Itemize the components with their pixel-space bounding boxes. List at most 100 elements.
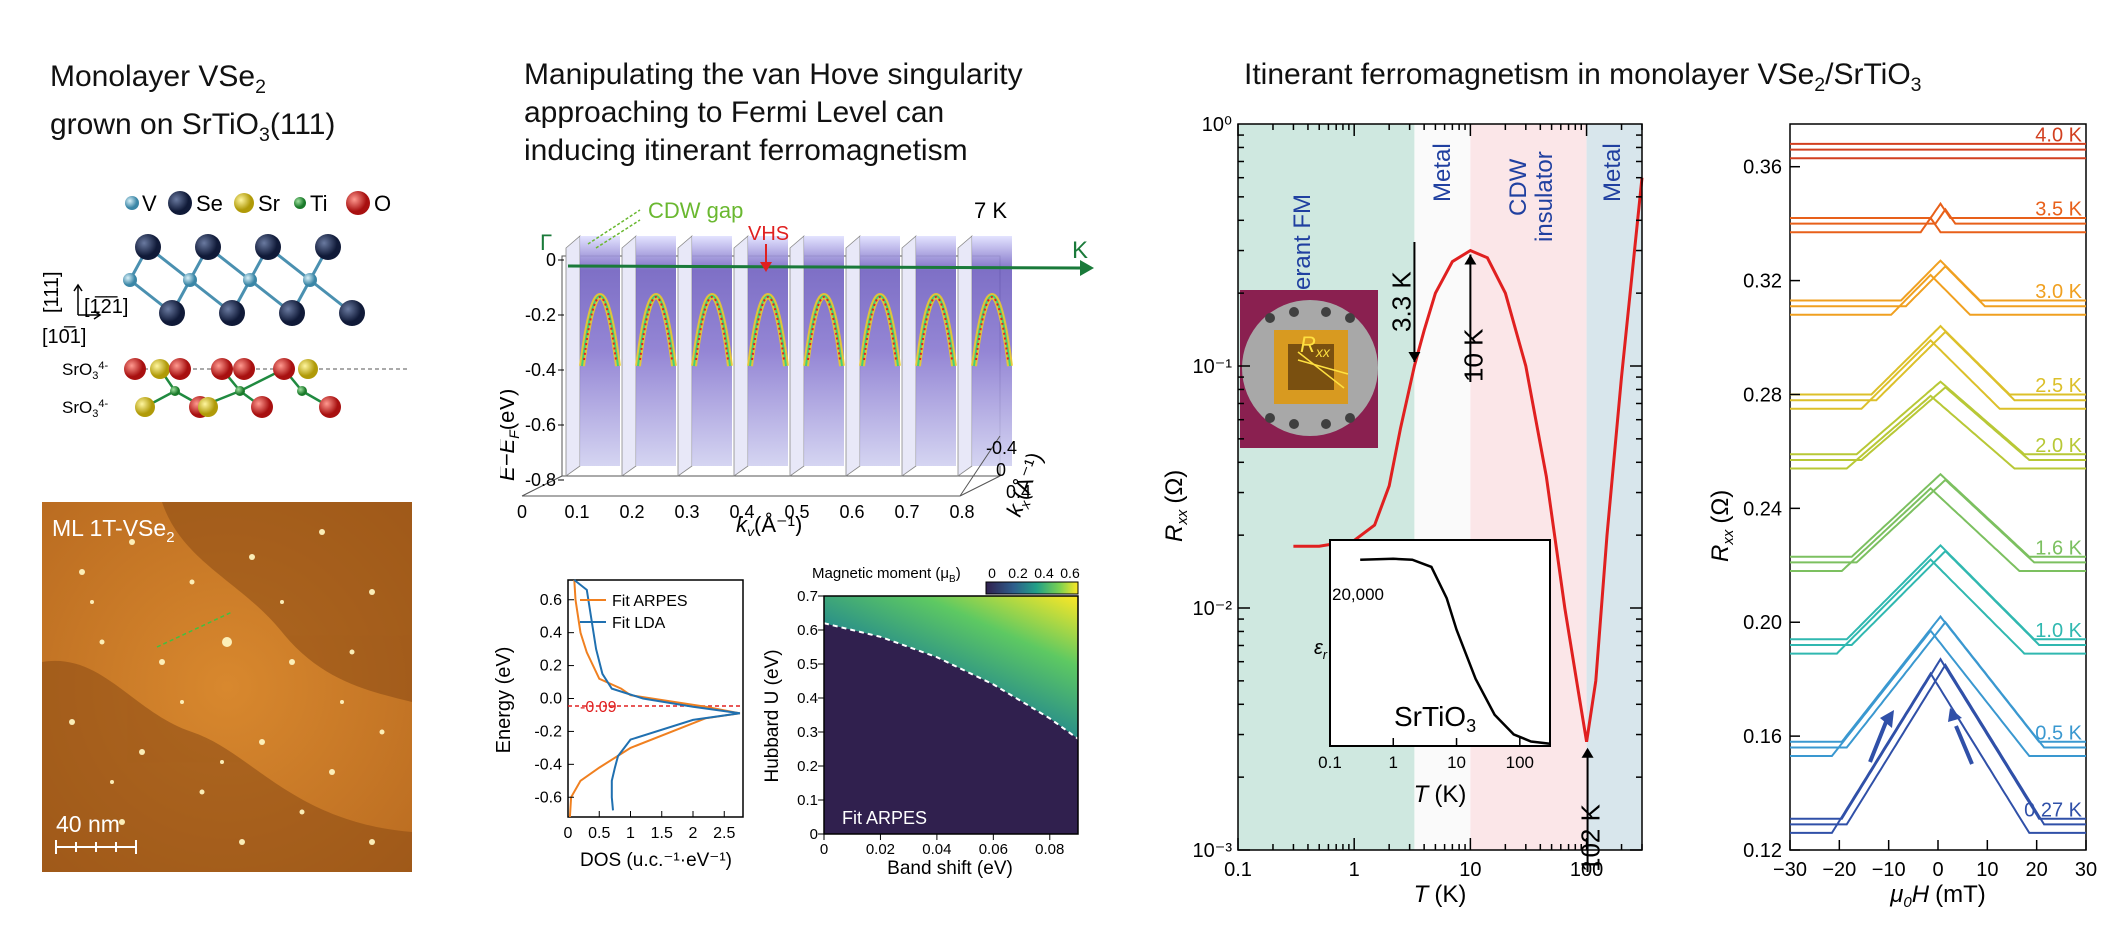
rxx-field-plot: 4.0 K 3.5 K 3.0 K 2.5 K 2.0 K 1.6 K 1.0 K 0.5 K… bbox=[1707, 123, 2097, 911]
vhs-label: VHS bbox=[748, 223, 789, 245]
crystal-structure-diagram: V Se Sr Ti O [111] [1̅2̅1] [10̅1] SrO34-… bbox=[41, 191, 410, 420]
rxx-temperature-plot: Itinerant FM Metal CDW insulator Metal R… bbox=[1161, 114, 1644, 908]
legend-sr-label: Sr bbox=[258, 191, 280, 216]
hubbard-x-ticks: 0 0.02 0.04 0.06 0.08 bbox=[820, 834, 1064, 858]
dos-y-ticks: 0.6 0.4 0.2 0.0 -0.2 -0.4 -0.6 bbox=[534, 592, 574, 806]
arpes-y-ticks: 0 -0.2 -0.4 -0.6 -0.8 bbox=[525, 250, 564, 490]
arpes-slice bbox=[677, 235, 733, 477]
dos-x-tick: 0 bbox=[564, 825, 573, 842]
ti-atoms bbox=[170, 386, 307, 396]
cbar-tick: 0.6 bbox=[1060, 565, 1080, 581]
field-x-tick: −10 bbox=[1872, 859, 1906, 881]
dos-x-tick: 1 bbox=[626, 825, 635, 842]
field-y-tick: 0.24 bbox=[1743, 498, 1782, 520]
inset-x-tick: 0.1 bbox=[1318, 753, 1342, 772]
dos-y-tick: -0.6 bbox=[534, 789, 562, 806]
annotation-102k-label: 102 K bbox=[1576, 803, 1606, 872]
cbar-ticks: 0 0.2 0.4 0.6 bbox=[988, 565, 1080, 581]
panel-b-title-line1: Manipulating the van Hove singularity bbox=[524, 58, 1023, 91]
panel-a-title-sub2: 3 bbox=[258, 124, 270, 146]
temperature-label: 7 K bbox=[974, 198, 1007, 223]
panel-a-title: Monolayer VSe2 grown on SrTiO3(111) bbox=[50, 58, 335, 154]
field-x-tick: 30 bbox=[2075, 859, 2097, 881]
rxx-x-label: T (K) bbox=[1414, 881, 1467, 908]
hubbard-y-tick: 0 bbox=[810, 826, 818, 843]
epsilon-inset: 20,000 εr SrTiO3 0.1 1 10 100 T (K) bbox=[1314, 539, 1551, 808]
field-y-tick: 0.16 bbox=[1743, 726, 1782, 748]
field-x-tick: 0 bbox=[1932, 859, 1943, 881]
arpes-x-tick: 0.3 bbox=[674, 502, 699, 522]
rxx-x-tick: 0.1 bbox=[1224, 859, 1252, 881]
se-atoms bbox=[135, 234, 365, 326]
dos-y-tick: 0.6 bbox=[540, 592, 562, 609]
region-insulator-label: insulator bbox=[1531, 151, 1558, 242]
hubbard-y-tick: 0.2 bbox=[797, 758, 818, 775]
inset-y-tick: 20,000 bbox=[1332, 585, 1384, 604]
field-curve-6 bbox=[1790, 549, 2086, 646]
field-x-tick-labels: −30 −20 −10 0 10 20 30 bbox=[1773, 859, 2097, 881]
arpes-slice bbox=[845, 235, 901, 477]
arpes-x-tick: 0.2 bbox=[619, 502, 644, 522]
cdw-gap-label: CDW gap bbox=[648, 198, 743, 223]
arpes-x-tick: 0.5 bbox=[784, 502, 809, 522]
inset-x-ticks: 0.1 1 10 100 bbox=[1318, 738, 1534, 772]
arpes-x-tick: 0.1 bbox=[564, 502, 589, 522]
field-label-7: 0.5 K bbox=[2035, 723, 2082, 745]
legend-sr-dot bbox=[234, 193, 254, 213]
panel-b-title: Manipulating the van Hove singularity ap… bbox=[524, 56, 1023, 170]
hubbard-x-tick: 0.08 bbox=[1035, 841, 1064, 858]
inset-y-label: εr bbox=[1314, 637, 1328, 662]
layer-label-2: SrO34- bbox=[62, 398, 108, 420]
field-curve-7 bbox=[1790, 614, 2086, 743]
hubbard-y-tick: 0.7 bbox=[797, 588, 818, 605]
arpes-slice bbox=[733, 235, 789, 477]
vse2-bonds bbox=[128, 245, 353, 315]
arpes-x-tick: 0.8 bbox=[949, 502, 974, 522]
axis-111-label: [111] bbox=[41, 271, 63, 313]
field-curve-4 bbox=[1790, 380, 2086, 456]
arpes-3d-plot: K Γ 7 K CDW gap VHS 0 -0.2 -0.4 -0.6 -0.8 E−… bbox=[500, 198, 1094, 536]
field-curve-2 bbox=[1790, 259, 2086, 302]
hubbard-y-tick: 0.3 bbox=[797, 724, 818, 741]
rxx-x-tick: 100 bbox=[1570, 859, 1603, 881]
field-curve-2 bbox=[1790, 273, 2086, 316]
arpes-slice bbox=[565, 235, 621, 477]
arpes-y-tick: -0.4 bbox=[525, 360, 556, 380]
dos-legend-arpes: Fit ARPES bbox=[612, 593, 688, 610]
panel-a-title-line1: Monolayer VSe bbox=[50, 60, 256, 93]
rxx-y-tick: 10⁻² bbox=[1193, 598, 1233, 620]
field-curve-6 bbox=[1790, 558, 2086, 655]
k-direction-line bbox=[567, 264, 1081, 270]
dos-marker-label: -0.09 bbox=[580, 699, 617, 716]
cbar-tick: 0 bbox=[988, 565, 996, 581]
stm-image: ML 1T-VSe2 40 nm bbox=[42, 502, 412, 872]
dos-legend: Fit ARPES Fit LDA bbox=[580, 593, 688, 632]
epsilon-curve bbox=[1360, 557, 1551, 746]
arpes-slice bbox=[901, 235, 957, 477]
region-metal-2 bbox=[1586, 124, 1642, 850]
dos-series-0 bbox=[568, 579, 741, 818]
field-label-0: 4.0 K bbox=[2035, 125, 2082, 147]
arpes-y-tick: -0.6 bbox=[525, 415, 556, 435]
field-curve-8 bbox=[1790, 657, 2086, 820]
dos-y-tick: -0.4 bbox=[534, 756, 562, 773]
inset-x-tick: 100 bbox=[1506, 753, 1534, 772]
field-label-6: 1.0 K bbox=[2035, 620, 2082, 642]
field-x-tick: −30 bbox=[1773, 859, 1807, 881]
legend-v-label: V bbox=[142, 191, 157, 216]
field-curve-3 bbox=[1790, 324, 2086, 396]
dos-y-label: Energy (eV) bbox=[493, 647, 515, 754]
dos-y-tick: 0.4 bbox=[540, 625, 562, 642]
rxx-y-tick: 10⁻³ bbox=[1193, 840, 1233, 862]
cbar-label: Magnetic moment (μB) bbox=[812, 565, 961, 585]
arpes-y-tick: 0 bbox=[546, 250, 556, 270]
rxx-y-tick: 10⁻¹ bbox=[1193, 356, 1233, 378]
field-y-tick: 0.28 bbox=[1743, 384, 1782, 406]
region-metal2-label: Metal bbox=[1599, 143, 1626, 202]
sweep-arrows bbox=[1868, 708, 1974, 765]
region-metal1-label: Metal bbox=[1429, 143, 1456, 202]
cbar-tick: 0.2 bbox=[1008, 565, 1028, 581]
dos-x-label: DOS (u.c.⁻¹·eV⁻¹) bbox=[580, 850, 732, 871]
arpes-z-tick: -0.4 bbox=[986, 438, 1017, 458]
field-curve-4 bbox=[1790, 394, 2086, 470]
